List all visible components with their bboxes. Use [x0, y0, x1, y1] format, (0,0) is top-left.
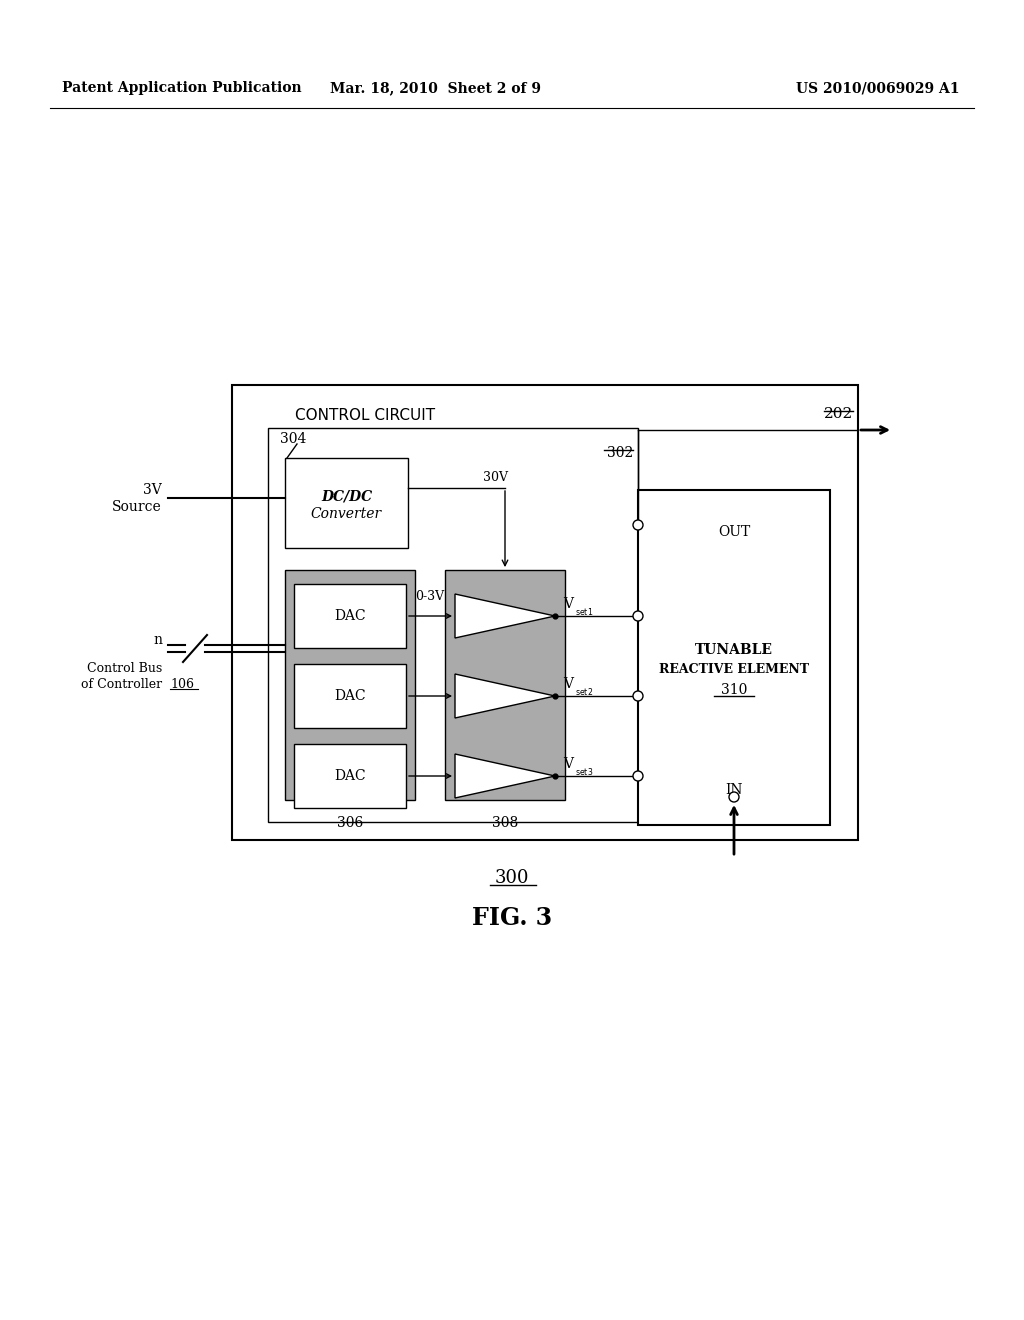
Bar — [232, 385, 858, 840]
Text: DC/DC: DC/DC — [321, 488, 372, 503]
Circle shape — [633, 520, 643, 531]
Polygon shape — [455, 594, 555, 638]
Bar — [285, 458, 408, 548]
Bar — [285, 570, 415, 800]
Text: 302: 302 — [607, 446, 633, 459]
Bar — [294, 583, 406, 648]
Text: Patent Application Publication: Patent Application Publication — [62, 81, 302, 95]
Text: $_{\mathrm{set3}}$: $_{\mathrm{set3}}$ — [575, 767, 593, 779]
Circle shape — [633, 690, 643, 701]
Text: of Controller: of Controller — [81, 677, 162, 690]
Bar — [268, 428, 638, 822]
Text: Control Bus: Control Bus — [87, 661, 162, 675]
Text: US 2010/0069029 A1: US 2010/0069029 A1 — [797, 81, 961, 95]
Text: CONTROL CIRCUIT: CONTROL CIRCUIT — [295, 408, 435, 422]
Text: DAC: DAC — [334, 770, 366, 783]
Text: TUNABLE: TUNABLE — [695, 643, 773, 656]
Text: DAC: DAC — [334, 609, 366, 623]
Text: V: V — [563, 756, 573, 771]
Bar — [294, 664, 406, 729]
Text: $_{\mathrm{set1}}$: $_{\mathrm{set1}}$ — [575, 607, 593, 619]
Text: V: V — [563, 597, 573, 611]
Text: OUT: OUT — [718, 525, 751, 539]
Text: 308: 308 — [492, 816, 518, 830]
Text: 202: 202 — [823, 407, 853, 421]
Text: REACTIVE ELEMENT: REACTIVE ELEMENT — [659, 663, 809, 676]
Polygon shape — [455, 754, 555, 799]
Text: FIG. 3: FIG. 3 — [472, 906, 552, 931]
Text: V: V — [563, 677, 573, 690]
Text: 310: 310 — [721, 682, 748, 697]
Text: 306: 306 — [337, 816, 364, 830]
Circle shape — [633, 611, 643, 620]
Text: Mar. 18, 2010  Sheet 2 of 9: Mar. 18, 2010 Sheet 2 of 9 — [330, 81, 541, 95]
Text: 300: 300 — [495, 869, 529, 887]
Polygon shape — [455, 675, 555, 718]
Circle shape — [729, 792, 739, 803]
Text: Converter: Converter — [311, 507, 382, 521]
Text: $_{\mathrm{set2}}$: $_{\mathrm{set2}}$ — [575, 686, 593, 700]
Text: n: n — [153, 634, 162, 647]
Text: 0-3V: 0-3V — [416, 590, 444, 602]
Bar — [294, 744, 406, 808]
Text: 106: 106 — [170, 677, 194, 690]
Text: 30V: 30V — [483, 471, 508, 484]
Text: 3V: 3V — [143, 483, 162, 498]
Bar — [445, 570, 565, 800]
Text: Source: Source — [113, 500, 162, 513]
Circle shape — [633, 771, 643, 781]
Text: 304: 304 — [280, 432, 306, 446]
Text: IN: IN — [725, 783, 742, 797]
Bar — [638, 490, 830, 825]
Text: DAC: DAC — [334, 689, 366, 704]
